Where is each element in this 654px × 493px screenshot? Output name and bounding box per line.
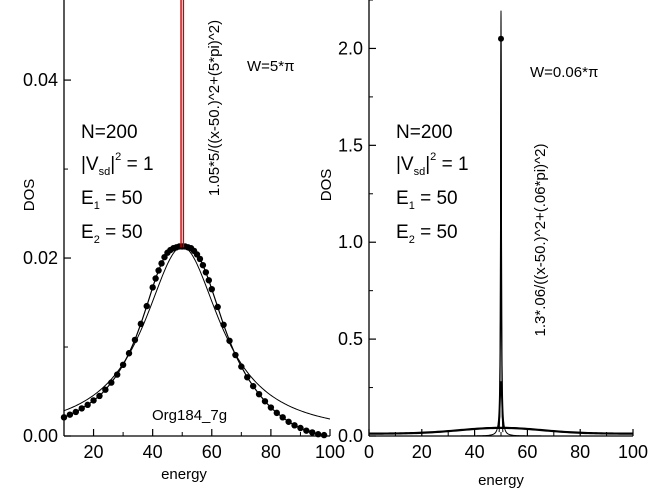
- left-data-point: [226, 337, 233, 344]
- left-annotation-formula: 1.05*5/((x-50.)^2+(5*pi)^2): [206, 20, 223, 196]
- right-y-tick-label: 2.0: [338, 38, 363, 58]
- left-data-point: [114, 371, 121, 378]
- left-data-point: [303, 427, 310, 434]
- left-data-point: [196, 255, 204, 263]
- left-annotation-n: N=200: [81, 122, 138, 143]
- left-y-axis-title: DOS: [21, 179, 38, 212]
- left-data-point: [208, 285, 215, 293]
- left-data-point: [155, 267, 162, 274]
- right-annotation-vsd: |Vsd|2 = 1: [396, 151, 469, 178]
- left-data-point: [214, 303, 221, 311]
- right-annotation-formula: 1.3*.06/((x-50.)^2+(.06*pi)^2): [532, 144, 549, 337]
- left-annotation-e1: E1 = 50: [81, 188, 143, 212]
- left-data-point: [119, 361, 127, 369]
- left-data-point: [238, 363, 245, 370]
- left-data-point: [137, 320, 145, 328]
- left-data-point: [90, 397, 97, 404]
- left-annotation-vsd: |Vsd|2 = 1: [81, 151, 154, 178]
- right-y-tick-label: 0.5: [338, 329, 363, 349]
- left-x-tick-label: 60: [202, 442, 222, 462]
- left-data-point: [291, 422, 298, 429]
- left-y-tick-label: 0.02: [23, 248, 58, 268]
- left-data-point: [143, 302, 150, 310]
- right-x-axis-title: energy: [478, 472, 524, 489]
- left-x-axis-title: energy: [161, 466, 207, 483]
- left-data-point: [244, 374, 251, 381]
- left-data-point: [297, 424, 304, 432]
- left-data-point: [158, 260, 165, 267]
- right-baseline-data: [368, 426, 634, 435]
- left-chart-marks: [60, 0, 331, 439]
- left-data-point: [72, 408, 80, 416]
- left-x-tick-label: 80: [261, 442, 281, 462]
- left-data-point: [232, 351, 239, 359]
- right-y-tick-label: 1.0: [338, 232, 363, 252]
- right-annotation-e1: E1 = 50: [396, 188, 458, 212]
- left-y-tick-label: 0.00: [23, 426, 58, 446]
- left-data-point: [108, 379, 115, 386]
- right-x-tick-label: 40: [465, 442, 485, 462]
- left-y-tick-label: 0.04: [23, 70, 58, 90]
- left-data-point: [66, 411, 74, 418]
- left-x-tick-label: 40: [143, 442, 163, 462]
- right-peak-line: [497, 38, 505, 429]
- left-data-point: [78, 405, 85, 412]
- left-chart-axes: 20 40 60 80 100 0.00 0.02 0.04: [23, 0, 345, 462]
- left-x-tick-label: 20: [84, 442, 104, 462]
- left-data-point: [205, 277, 213, 284]
- left-chart-panel: 20 40 60 80 100 0.00 0.02 0.04 DOS energy N=200…: [21, 0, 345, 483]
- left-data-point: [131, 336, 139, 344]
- left-data-point: [199, 261, 207, 269]
- right-annotation-e2: E2 = 50: [396, 222, 458, 246]
- left-annotation-width: W=5*π: [247, 58, 294, 75]
- left-data-point: [249, 382, 257, 390]
- left-data-point: [152, 275, 159, 282]
- right-y-tick-label: 1.5: [338, 135, 363, 155]
- right-x-tick-label: 0: [364, 442, 374, 462]
- left-x-tick-label: 100: [315, 442, 345, 462]
- left-data-point: [279, 414, 286, 421]
- left-data-point: [96, 392, 103, 400]
- right-chart-axes: 0 20 40 60 80 100 0.0 0.5 1.0 1.5 2.0: [338, 0, 648, 462]
- left-data-point: [102, 386, 109, 393]
- right-annotation-n: N=200: [396, 122, 453, 143]
- right-x-tick-label: 20: [412, 442, 432, 462]
- left-data-point: [320, 431, 328, 439]
- right-y-tick-label: 0.0: [338, 426, 363, 446]
- left-data-point: [267, 404, 275, 411]
- right-x-tick-label: 100: [618, 442, 648, 462]
- left-data-point: [125, 350, 133, 357]
- right-annotation-width: W=0.06*π: [530, 64, 598, 81]
- right-x-tick-label: 60: [517, 442, 537, 462]
- left-data-point: [309, 429, 316, 436]
- left-fit-curve: [63, 246, 331, 420]
- left-annotation-label: Org184_7g: [152, 407, 227, 424]
- right-y-axis-title: DOS: [318, 169, 335, 202]
- left-data-point: [273, 409, 280, 417]
- left-data-point: [220, 321, 227, 328]
- left-data-point: [84, 401, 91, 409]
- left-annotation-e2: E2 = 50: [81, 222, 143, 246]
- left-data-point: [261, 398, 269, 405]
- right-x-tick-label: 80: [570, 442, 590, 462]
- left-data-point: [149, 284, 156, 291]
- left-data-point: [202, 269, 210, 276]
- right-peak-point: [498, 35, 504, 42]
- left-data-point: [255, 390, 263, 398]
- left-data-point: [285, 418, 292, 425]
